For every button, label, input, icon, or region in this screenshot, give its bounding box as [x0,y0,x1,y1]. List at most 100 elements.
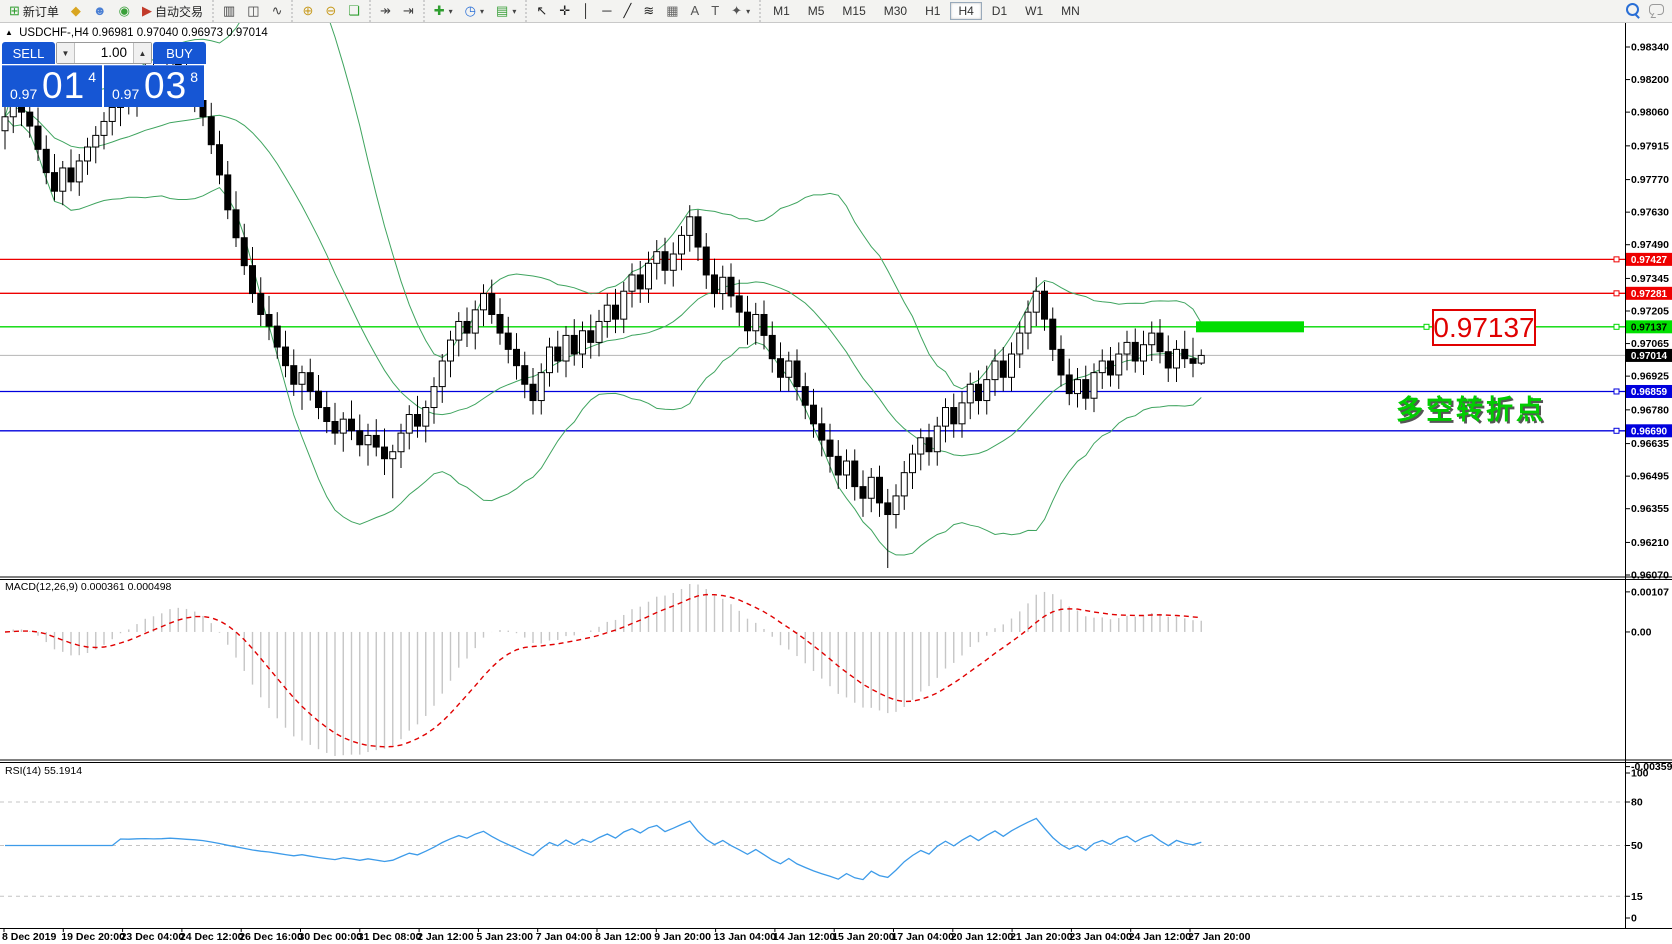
price-level-callout[interactable]: 0.97137 [1432,309,1536,346]
buy-price-box[interactable]: 0.97 03 8 [104,65,204,107]
timeframe-m30[interactable]: M30 [883,4,908,18]
highlight-zone[interactable] [1196,321,1304,333]
timeframe-m1[interactable]: M1 [773,4,790,18]
sell-price-sup: 4 [88,69,96,85]
sell-button[interactable]: SELL [2,42,55,64]
svg-text:0.98200: 0.98200 [1631,74,1669,86]
volume-decrease-button[interactable]: ▼ [57,43,75,63]
level-handle[interactable] [1613,290,1620,297]
timeframe-w1[interactable]: W1 [1025,4,1044,18]
level-handle[interactable] [1613,256,1620,263]
svg-text:7 Jan 04:00: 7 Jan 04:00 [536,931,593,943]
volume-value[interactable]: 1.00 [100,45,127,60]
new-order-button-label: 新订单 [22,4,59,19]
zoom-in-button[interactable]: ⊕ [297,2,318,20]
chevron-down-icon: ▾ [480,6,485,16]
timeframe-mn[interactable]: MN [1061,4,1080,18]
svg-text:30 Dec 00:00: 30 Dec 00:00 [299,931,363,943]
svg-text:20 Jan 12:00: 20 Jan 12:00 [951,931,1014,943]
svg-text:0.00107: 0.00107 [1631,586,1669,598]
grid-button[interactable]: ▦ [661,2,683,20]
svg-text:0.96495: 0.96495 [1631,471,1669,483]
toolbar-group: ↠ ⇥ [368,0,423,22]
new-order-icon: ⊞ [9,3,20,18]
indicators-diamond-button[interactable]: ◆ [66,2,86,20]
timeframe-d1[interactable]: D1 [991,4,1008,18]
volume-stepper: ▼ 1.00 ▲ [56,42,152,64]
svg-text:0: 0 [1631,913,1637,925]
toolbar-group: ▥ ◫ ∿ [211,0,292,22]
line-chart-icon: ∿ [271,3,283,18]
svg-text:0.97014: 0.97014 [1631,351,1668,362]
vertical-line-button[interactable]: │ [577,2,595,20]
fibonacci-icon: ≋ [643,3,655,18]
timeframe-m15[interactable]: M15 [842,4,866,18]
chat-icon-shape [1649,4,1664,18]
indicators-diamond-icon: ◆ [70,3,81,18]
line-chart-button[interactable]: ∿ [267,2,288,20]
shapes-dropdown[interactable]: ✦ ▾ [726,2,755,20]
timeframe-h4[interactable]: H4 [950,2,982,20]
zoom-out-button[interactable]: ⊖ [320,2,341,20]
level-handle[interactable] [1613,323,1620,330]
svg-text:5 Jan 23:00: 5 Jan 23:00 [476,931,533,943]
crosshair-button[interactable]: ✛ [554,2,575,20]
main-toolbar: ⊞ 新订单 ◆ ☻ ◉ ▶ 自动交易 ▥ ◫ ∿ ⊕ ⊖ ❏ ↠ ⇥ ✚ ▾ ◷ ▾ ▤ ▾ ↖ ✛ │ ─ ╱ ≋ ▦ A T ✦ ▾ M1 M… [0,0,1672,23]
chat-icon[interactable] [1649,4,1664,18]
signals-button[interactable]: ◉ [114,2,135,20]
svg-text:19 Dec 20:00: 19 Dec 20:00 [61,931,125,943]
search-icon[interactable] [1626,3,1640,19]
chevron-down-icon: ▾ [448,6,453,16]
svg-text:0.97137: 0.97137 [1631,322,1668,333]
cursor-button[interactable]: ↖ [531,2,552,20]
sell-price-big: 01 [42,65,86,106]
trendline-button[interactable]: ╱ [619,2,637,20]
horizontal-line-button[interactable]: ─ [597,2,616,20]
text-label-icon: T [711,3,720,18]
toolbar-group: ⊕ ⊖ ❏ [291,0,368,22]
chart-shift-button[interactable]: ⇥ [398,2,419,20]
add-indicator-dropdown[interactable]: ✚ ▾ [429,2,458,20]
timeframe-m5[interactable]: M5 [807,4,825,18]
svg-text:0.96210: 0.96210 [1631,537,1669,549]
quote-title: ▲ USDCHF-,H4 0.96981 0.97040 0.96973 0.9… [5,27,268,39]
text-button[interactable]: A [686,2,705,20]
autotrading-button[interactable]: ▶ 自动交易 [137,1,208,22]
svg-text:0.97915: 0.97915 [1631,140,1669,152]
collapse-quote-icon[interactable]: ▲ [5,28,13,37]
bar-chart-icon: ▥ [222,3,236,18]
svg-text:26 Dec 16:00: 26 Dec 16:00 [239,931,303,943]
chart-shift-icon: ⇥ [402,3,414,18]
svg-text:14 Jan 12:00: 14 Jan 12:00 [773,931,836,943]
periods-dropdown[interactable]: ◷ ▾ [460,2,489,20]
signals-icon: ◉ [118,3,130,18]
sell-price-box[interactable]: 0.97 01 4 [2,65,102,107]
autotrading-icon: ▶ [141,3,152,18]
horizontal-line-icon: ─ [602,3,612,18]
bar-chart-button[interactable]: ▥ [218,2,240,20]
text-label-button[interactable]: T [706,2,724,20]
zoom-out-icon: ⊖ [325,3,337,18]
timeframe-group: M1 M5 M15 M30 H1 H4 D1 W1 MN [759,0,1092,22]
quote-symbol: USDCHF-,H4 [19,27,89,39]
timeframe-h1[interactable]: H1 [925,4,941,18]
community-button[interactable]: ☻ [88,2,112,20]
new-order-button[interactable]: ⊞ 新订单 [4,1,64,22]
svg-text:0.96070: 0.96070 [1631,570,1669,582]
templates-dropdown[interactable]: ▤ ▾ [491,2,521,20]
text-icon: A [690,3,700,18]
level-handle[interactable] [1613,388,1620,395]
svg-text:24 Dec 12:00: 24 Dec 12:00 [180,931,244,943]
level-handle[interactable] [1613,427,1620,434]
buy-button[interactable]: BUY [153,42,206,64]
tile-windows-button[interactable]: ❏ [343,2,365,20]
auto-scroll-button[interactable]: ↠ [375,2,396,20]
svg-text:21 Jan 20:00: 21 Jan 20:00 [1010,931,1073,943]
candlestick-chart-button[interactable]: ◫ [242,2,264,20]
fibonacci-button[interactable]: ≋ [638,2,659,20]
svg-text:17 Jan 04:00: 17 Jan 04:00 [892,931,955,943]
chinese-note[interactable]: 多空转折点 [1396,395,1546,425]
volume-increase-button[interactable]: ▲ [133,43,151,63]
vertical-line-icon: │ [582,3,591,18]
